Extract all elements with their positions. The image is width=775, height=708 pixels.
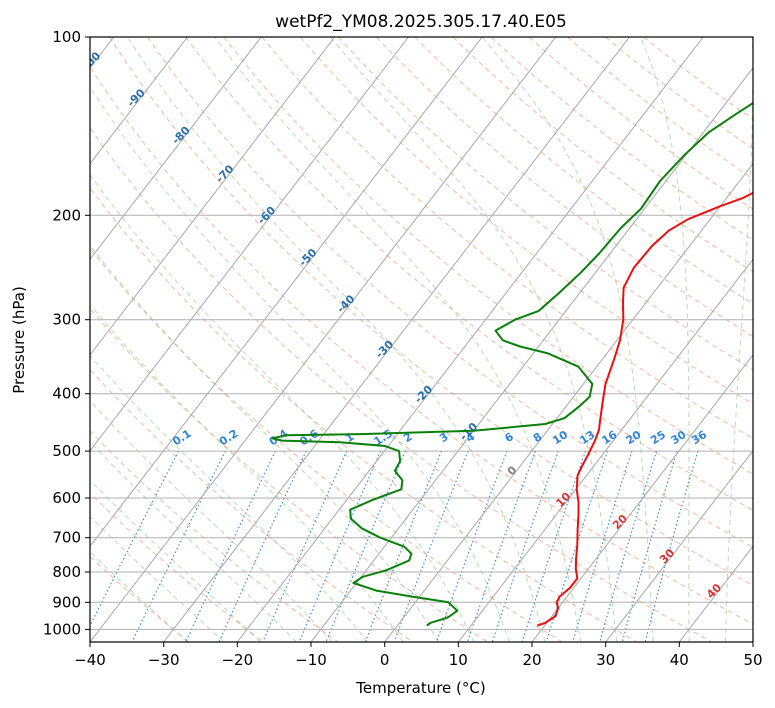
isotherm-line — [90, 37, 409, 452]
dry-adiabat-line — [90, 187, 638, 642]
y-tick-label: 800 — [52, 563, 81, 581]
dry-adiabat-line — [109, 37, 753, 586]
dry-adiabat-line — [567, 37, 753, 180]
mixing-ratio-line — [621, 450, 678, 642]
x-axis-title: Temperature (°C) — [355, 679, 485, 697]
y-tick-label: 500 — [52, 442, 81, 460]
x-tick-label: 10 — [449, 651, 468, 669]
dry-adiabat-line — [261, 37, 753, 440]
moist-adiabat-line — [90, 400, 333, 642]
dry-adiabat-line — [90, 247, 563, 642]
dry-adiabat-line — [605, 37, 753, 150]
y-tick-label: 200 — [52, 206, 81, 224]
isotherm-line — [90, 37, 262, 261]
x-tick-label: −40 — [74, 651, 106, 669]
moist-adiabat-line — [725, 37, 753, 642]
y-tick-label: 600 — [52, 489, 81, 507]
dry-adiabat-line — [90, 126, 712, 642]
x-tick-label: −20 — [221, 651, 253, 669]
dry-adiabat-line — [90, 492, 264, 642]
temperature-line — [536, 191, 753, 627]
isotherm-line — [90, 37, 188, 165]
y-tick-label: 100 — [52, 28, 81, 46]
background-lines — [90, 37, 753, 642]
y-tick-label: 300 — [52, 311, 81, 329]
isotherm-line — [531, 354, 753, 642]
mixing-ratio-line — [393, 450, 469, 642]
isotherm-line — [236, 37, 704, 642]
x-tick-label: −10 — [295, 651, 327, 669]
x-tick-label: 40 — [670, 651, 689, 669]
dry-adiabat-line — [185, 37, 753, 511]
isotherm-line — [90, 37, 557, 642]
mixing-ratio-line — [599, 450, 658, 642]
x-tick-label: −30 — [148, 651, 180, 669]
mixing-ratio-line — [185, 450, 276, 642]
data-series — [271, 101, 753, 627]
dry-adiabat-line — [338, 37, 753, 371]
dry-adiabat-line — [90, 307, 488, 642]
moist-adiabat-line — [90, 174, 475, 642]
plot-frame — [89, 36, 754, 643]
x-tick-label: 20 — [522, 651, 541, 669]
dry-adiabat-line — [90, 430, 339, 642]
moist-adiabat-line — [481, 37, 654, 642]
y-tick-label: 1000 — [43, 620, 81, 638]
moist-adiabat-line — [127, 37, 546, 642]
x-tick-label: 0 — [380, 651, 390, 669]
x-axis-ticks: −40 −30 −20 −10 0 10 20 30 40 50 — [74, 642, 763, 669]
y-tick-label: 700 — [52, 529, 81, 547]
moist-adiabat-line — [329, 37, 618, 642]
moist-adiabat-line — [90, 244, 439, 642]
isotherm-line — [163, 37, 630, 642]
isotherm-line — [605, 449, 753, 642]
mixing-ratio-line — [364, 450, 443, 642]
dry-adiabat-line — [223, 37, 753, 475]
y-tick-label: 900 — [52, 593, 81, 611]
mixing-ratio-line — [521, 450, 587, 642]
moist-adiabat-line — [214, 37, 582, 642]
y-axis-title: Pressure (hPa) — [10, 286, 28, 394]
dry-adiabat-line — [414, 37, 753, 305]
mixing-ratio-line — [218, 450, 307, 642]
y-axis-ticks: 100 200 300 400 500 600 700 800 900 1000 — [43, 28, 90, 638]
isotherm-line — [457, 258, 753, 642]
mixing-ratio-line — [90, 450, 179, 627]
y-tick-label: 400 — [52, 385, 81, 403]
dry-adiabat-line — [376, 37, 753, 338]
moist-adiabat-line — [640, 37, 690, 642]
mixing-ratio-line — [491, 450, 559, 642]
dewpoint-line — [271, 101, 753, 627]
isotherm-line — [90, 37, 483, 548]
dry-adiabat-line — [490, 37, 753, 241]
mixing-ratio-line — [435, 450, 508, 642]
x-tick-label: 30 — [596, 651, 615, 669]
isotherm-line — [384, 162, 753, 642]
isotherm-line — [90, 37, 336, 356]
chart-title: wetPf2_YM08.2025.305.17.40.E05 — [275, 12, 567, 32]
dry-adiabat-line — [299, 37, 753, 405]
x-tick-label: 50 — [743, 651, 762, 669]
moist-adiabat-line — [90, 479, 261, 642]
moist-adiabat-line — [90, 354, 369, 642]
moist-adiabat-line — [90, 86, 510, 642]
dry-adiabat-line — [147, 37, 753, 548]
mixing-ratio-line — [325, 450, 406, 642]
